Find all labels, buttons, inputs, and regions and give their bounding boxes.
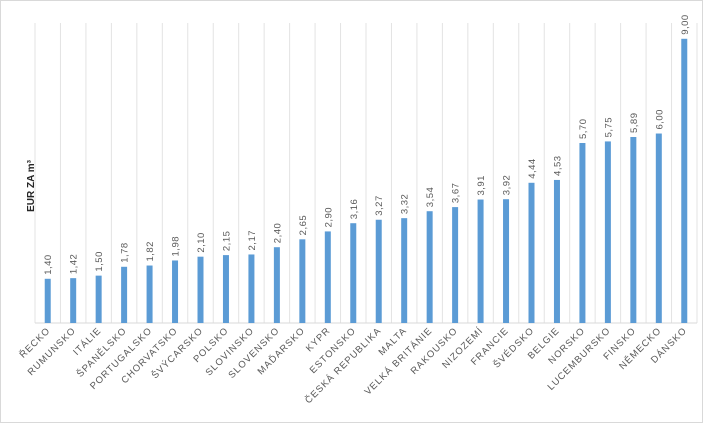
bar [95,275,102,323]
data-label: 1,82 [145,241,156,262]
bar [477,199,484,323]
gridlines [34,23,698,324]
data-label: 2,40 [272,223,283,244]
data-label: 3,16 [349,199,360,220]
data-label: 1,42 [69,254,80,275]
bar [452,207,459,323]
data-label: 2,90 [323,207,334,228]
data-label: 9,00 [680,14,691,35]
bar [655,133,662,323]
data-label: 3,27 [374,195,385,216]
bars [44,38,688,323]
bar [375,219,382,323]
bar [350,223,357,323]
data-label: 2,65 [298,215,309,236]
bar [579,143,586,323]
data-label: 1,40 [43,254,54,275]
data-label: 5,70 [578,119,589,140]
data-label: 2,15 [221,231,232,252]
data-label: 1,78 [120,242,131,263]
bar [503,199,510,323]
bar [222,255,229,323]
bar [197,256,204,323]
bar [172,260,179,323]
data-label: 3,92 [502,175,513,196]
bar [146,265,153,323]
bar [426,211,433,323]
bar [681,38,688,323]
bar [44,278,51,323]
bar [401,218,408,323]
data-label: 3,67 [451,183,462,204]
y-axis-title: EUR ZA m³ [26,159,37,212]
bar [604,141,611,323]
data-label: 3,54 [425,187,436,208]
data-label: 3,91 [476,175,487,196]
data-label: 4,53 [552,155,563,176]
bar [248,254,255,323]
bar [324,231,331,323]
data-label: 2,17 [247,230,258,251]
bar [121,266,128,323]
data-label: 1,98 [171,236,182,257]
bar [553,179,560,323]
bar [630,137,637,323]
data-label: 2,10 [196,232,207,253]
bar [273,247,280,323]
data-label: 3,32 [400,194,411,215]
data-label: 1,50 [94,251,105,272]
bar [528,182,535,323]
bar [70,278,77,323]
bar [299,239,306,323]
data-label: 6,00 [654,109,665,130]
x-tick-labels: ŘECKORUMUNSKOITÁLIEŠPANĚLSKOPORTUGALSKOC… [18,325,690,406]
data-label: 4,44 [527,158,538,179]
data-label: 5,89 [629,113,640,134]
data-label: 5,75 [603,117,614,138]
data-labels: 1,40 1,42 1,50 1,78 1,82 1,98 2,10 2,15 2,17 2,40… [43,14,691,275]
